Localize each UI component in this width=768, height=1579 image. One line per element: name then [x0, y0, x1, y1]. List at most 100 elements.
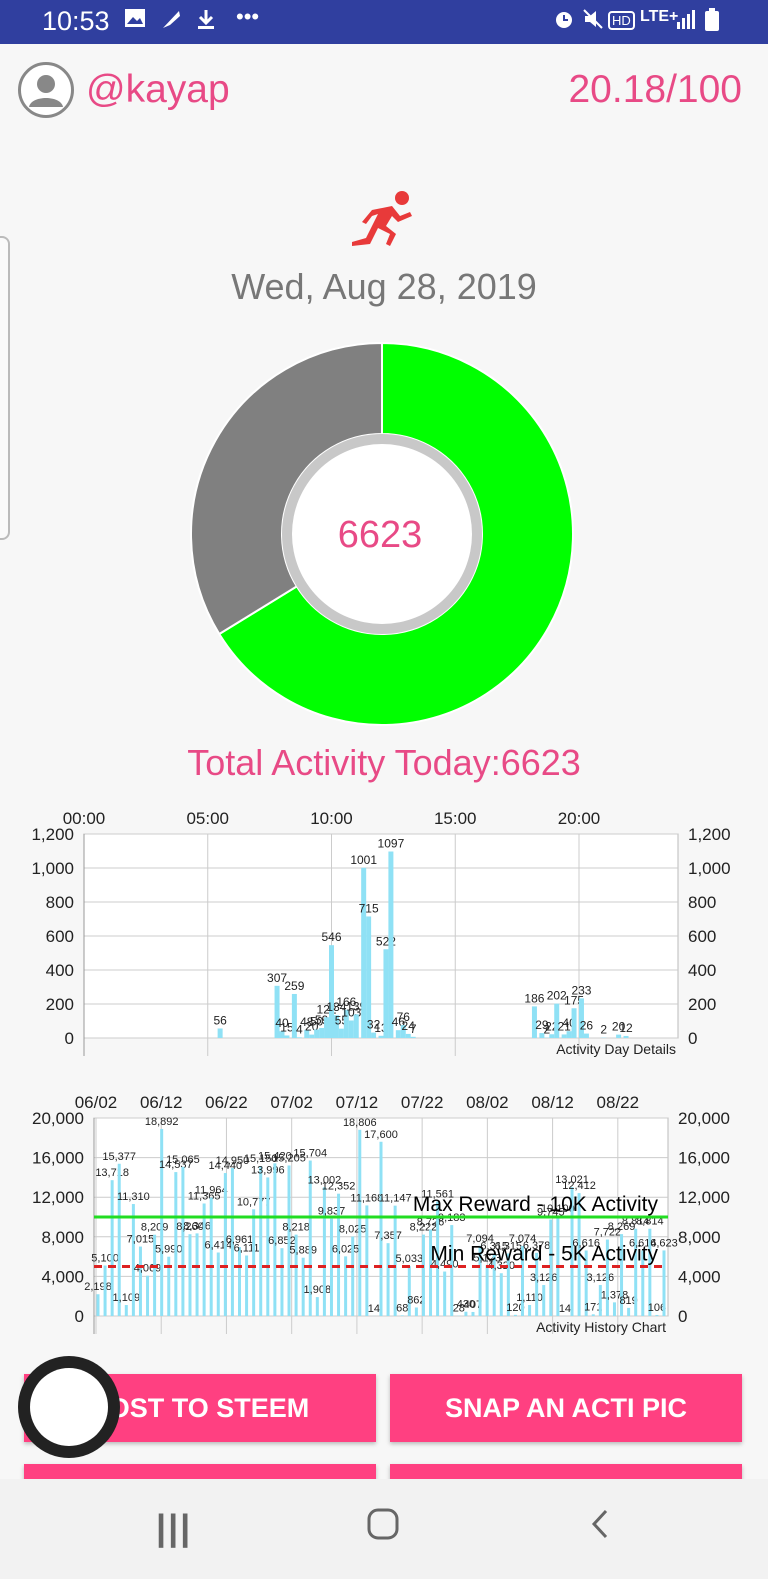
partial-button-left[interactable]	[24, 1464, 376, 1480]
bar-value-label: 11,310	[117, 1191, 150, 1203]
y-tick-label-right: 12,000	[678, 1188, 730, 1207]
bar-value-label: 5,889	[289, 1245, 317, 1257]
x-tick-label: 00:00	[63, 809, 106, 828]
floating-action-button[interactable]	[18, 1356, 120, 1458]
bar	[605, 1239, 609, 1316]
bar	[506, 1253, 510, 1316]
bar	[174, 1172, 178, 1316]
bar-value-label: 3,126	[587, 1272, 615, 1284]
y-tick-label-left: 16,000	[32, 1149, 84, 1168]
x-tick-label: 07/02	[270, 1093, 313, 1112]
bar-value-label: 819	[619, 1295, 637, 1307]
bar	[329, 1218, 333, 1316]
bar-value-label: 8,218	[282, 1222, 310, 1234]
bar	[296, 1037, 302, 1038]
bar-value-label: 7,357	[374, 1230, 402, 1242]
bar-value-label: 15,205	[272, 1152, 306, 1164]
bar	[230, 1167, 234, 1316]
edge-panel-handle[interactable]	[0, 236, 10, 540]
bar	[287, 1165, 291, 1316]
bar-value-label: 5,033	[396, 1253, 424, 1265]
bar	[160, 1128, 164, 1316]
username[interactable]: @kayap	[86, 68, 230, 111]
bar	[471, 1311, 475, 1316]
bar-value-label: 28	[453, 1303, 465, 1315]
bar	[358, 1129, 362, 1316]
bar	[188, 1234, 192, 1316]
bar-value-label: 12,352	[322, 1181, 356, 1193]
bar	[209, 1197, 213, 1316]
bar-value-label: 17,600	[364, 1129, 398, 1141]
more-icon: •••	[236, 4, 260, 29]
x-tick-label: 08/02	[466, 1093, 509, 1112]
bar-value-label: 2,198	[84, 1281, 112, 1293]
bar-value-label: 134	[326, 1000, 346, 1014]
bar-value-label: 7	[410, 1022, 417, 1036]
y-tick-label-left: 1,000	[31, 859, 74, 878]
alarm-icon	[552, 8, 576, 36]
bar-value-label: 12	[619, 1021, 633, 1035]
bar	[329, 945, 334, 1038]
activity-history-chart: 0 0 4,000 4,000 8,000 8,000 12,000 12,000 16,000…	[32, 1093, 730, 1335]
bar-value-label: 5,100	[91, 1253, 119, 1265]
snap-pic-button[interactable]: SNAP AN ACTI PIC	[390, 1374, 742, 1442]
bar-value-label: 40	[275, 1016, 289, 1030]
avatar[interactable]	[18, 62, 74, 118]
bar-value-label: 1,908	[304, 1284, 332, 1296]
y-tick-label-left: 12,000	[32, 1188, 84, 1207]
y-tick-label-right: 800	[688, 893, 716, 912]
bar-value-label: 11,964	[195, 1185, 228, 1197]
bar	[393, 1205, 397, 1316]
bar	[513, 1314, 517, 1316]
bar-value-label: 6,961	[226, 1234, 254, 1246]
bar	[591, 1314, 595, 1316]
activity-value: 6623	[337, 514, 423, 556]
x-tick-label: 07/12	[336, 1093, 379, 1112]
x-tick-label: 10:00	[310, 809, 353, 828]
bar-value-label: 6,025	[332, 1243, 360, 1255]
bar-value-label: 6,378	[523, 1240, 551, 1252]
bar-value-label: 13,021	[555, 1174, 589, 1186]
back-button[interactable]	[588, 1507, 612, 1550]
bar	[309, 1034, 315, 1038]
hd-icon: HD	[608, 11, 635, 30]
home-button[interactable]	[366, 1507, 400, 1550]
bar	[561, 1034, 567, 1038]
reference-line-label: Max Reward - 10K Activity	[413, 1193, 659, 1216]
bar	[343, 1009, 349, 1038]
recents-button[interactable]: |||	[156, 1507, 193, 1548]
y-tick-label-left: 4,000	[41, 1267, 84, 1286]
y-tick-label-right: 200	[688, 995, 716, 1014]
download-icon	[196, 8, 216, 36]
partial-button-right[interactable]	[390, 1464, 742, 1480]
bar-value-label: 8,814	[636, 1216, 664, 1228]
x-tick-label: 20:00	[558, 809, 601, 828]
bar	[274, 985, 280, 1038]
bar-value-label: 7,722	[594, 1227, 622, 1239]
y-tick-label-left: 800	[46, 893, 74, 912]
bar-value-label: 29	[535, 1018, 549, 1032]
y-tick-label-left: 600	[46, 927, 74, 946]
lte-icon: LTE+	[640, 8, 679, 25]
bar-value-label: 307	[267, 971, 287, 985]
bar-value-label: 3,126	[530, 1272, 558, 1284]
bar-value-label: 13,718	[95, 1167, 129, 1179]
y-tick-label-left: 8,000	[41, 1228, 84, 1247]
bar	[539, 1033, 545, 1038]
bar-value-label: 1,109	[113, 1292, 141, 1304]
bar	[238, 1247, 241, 1316]
x-tick-label: 06/12	[140, 1093, 183, 1112]
bar	[117, 1163, 121, 1316]
bar	[266, 1177, 270, 1316]
bar	[464, 1311, 468, 1316]
bar-value-label: 171	[584, 1301, 602, 1313]
bar	[96, 1294, 100, 1316]
bar	[337, 1193, 341, 1316]
bar-value-label: 8,269	[608, 1221, 636, 1233]
bar	[146, 1275, 150, 1316]
bar	[284, 1035, 290, 1038]
bar-value-label: 1,110	[516, 1292, 543, 1304]
bar-value-label: 13,002	[308, 1174, 342, 1186]
bar-value-label: 14	[368, 1303, 380, 1315]
bar-value-label: 10,100	[541, 1203, 575, 1215]
